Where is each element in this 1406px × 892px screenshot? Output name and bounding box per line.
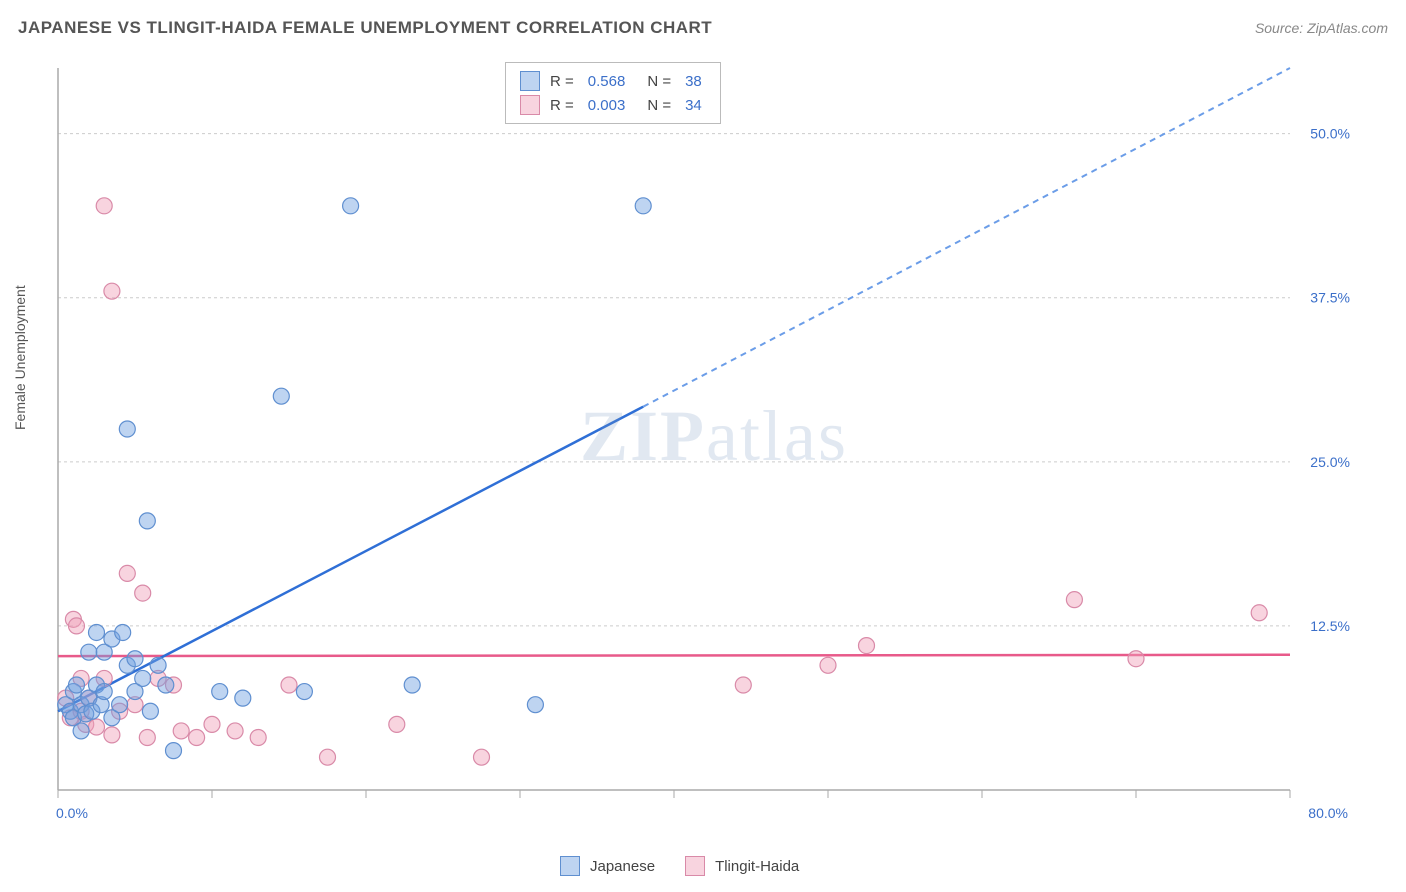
x-tick-label: 80.0% <box>1308 805 1348 821</box>
trendline-japanese-extrapolated <box>643 68 1290 407</box>
y-tick-label: 25.0% <box>1310 454 1350 470</box>
y-tick-label: 12.5% <box>1310 618 1350 634</box>
data-point-tlingit-haida <box>96 198 112 214</box>
legend-r-label: R = <box>550 73 574 90</box>
data-point-tlingit-haida <box>89 719 105 735</box>
series-legend-item: Tlingit-Haida <box>685 854 799 878</box>
data-point-tlingit-haida <box>389 716 405 732</box>
legend-swatch <box>685 856 705 876</box>
data-point-japanese <box>527 697 543 713</box>
legend-n-label: N = <box>647 73 671 90</box>
data-point-tlingit-haida <box>250 729 266 745</box>
data-point-tlingit-haida <box>474 749 490 765</box>
data-point-japanese <box>404 677 420 693</box>
data-point-japanese <box>166 743 182 759</box>
data-point-japanese <box>139 513 155 529</box>
legend-swatch <box>520 95 540 115</box>
data-point-japanese <box>635 198 651 214</box>
data-point-tlingit-haida <box>139 729 155 745</box>
legend-n-value: 34 <box>685 97 702 114</box>
legend-r-value: 0.568 <box>588 73 626 90</box>
data-point-japanese <box>158 677 174 693</box>
data-point-tlingit-haida <box>320 749 336 765</box>
data-point-japanese <box>273 388 289 404</box>
data-point-japanese <box>212 684 228 700</box>
data-point-tlingit-haida <box>227 723 243 739</box>
data-point-japanese <box>296 684 312 700</box>
data-point-tlingit-haida <box>135 585 151 601</box>
data-point-japanese <box>81 644 97 660</box>
chart-title: JAPANESE VS TLINGIT-HAIDA FEMALE UNEMPLO… <box>18 18 712 38</box>
scatter-chart: 12.5% 25.0% 37.5% 50.0% 0.0% 80.0% <box>50 60 1360 830</box>
legend-r-value: 0.003 <box>588 97 626 114</box>
y-tick-label: 50.0% <box>1310 126 1350 142</box>
data-point-japanese <box>96 684 112 700</box>
series-legend-label: Japanese <box>590 858 655 875</box>
data-point-japanese <box>119 421 135 437</box>
data-point-tlingit-haida <box>104 283 120 299</box>
legend-swatch <box>520 71 540 91</box>
x-tick-label: 0.0% <box>56 805 88 821</box>
data-point-japanese <box>235 690 251 706</box>
data-point-tlingit-haida <box>104 727 120 743</box>
legend-n-label: N = <box>647 97 671 114</box>
y-tick-label: 37.5% <box>1310 290 1350 306</box>
data-point-japanese <box>343 198 359 214</box>
stats-legend: R = 0.568 N = 38 R = 0.003 N = 34 <box>505 62 721 124</box>
data-point-japanese <box>142 703 158 719</box>
legend-n-value: 38 <box>685 73 702 90</box>
series-legend-item: Japanese <box>560 854 655 878</box>
plot-area: 12.5% 25.0% 37.5% 50.0% 0.0% 80.0% <box>50 60 1360 830</box>
data-point-tlingit-haida <box>735 677 751 693</box>
data-point-japanese <box>89 624 105 640</box>
data-point-japanese <box>150 657 166 673</box>
data-point-japanese <box>112 697 128 713</box>
series-legend-label: Tlingit-Haida <box>715 858 799 875</box>
legend-swatch <box>560 856 580 876</box>
data-point-tlingit-haida <box>1251 605 1267 621</box>
data-point-japanese <box>68 677 84 693</box>
trendline-tlingit-haida <box>58 655 1290 656</box>
series-legend: Japanese Tlingit-Haida <box>560 854 799 878</box>
data-point-tlingit-haida <box>1128 651 1144 667</box>
data-point-tlingit-haida <box>820 657 836 673</box>
data-point-tlingit-haida <box>173 723 189 739</box>
trendline-japanese <box>58 407 643 712</box>
source-attribution: Source: ZipAtlas.com <box>1255 20 1388 36</box>
data-point-tlingit-haida <box>189 729 205 745</box>
data-point-tlingit-haida <box>281 677 297 693</box>
data-point-tlingit-haida <box>859 638 875 654</box>
data-point-japanese <box>73 723 89 739</box>
data-point-tlingit-haida <box>1066 592 1082 608</box>
y-axis-label: Female Unemployment <box>12 285 28 430</box>
data-point-japanese <box>115 624 131 640</box>
data-point-tlingit-haida <box>119 565 135 581</box>
legend-r-label: R = <box>550 97 574 114</box>
stats-legend-row: R = 0.003 N = 34 <box>520 93 706 117</box>
data-point-japanese <box>135 670 151 686</box>
data-point-japanese <box>127 651 143 667</box>
stats-legend-row: R = 0.568 N = 38 <box>520 69 706 93</box>
data-point-tlingit-haida <box>204 716 220 732</box>
data-point-tlingit-haida <box>68 618 84 634</box>
